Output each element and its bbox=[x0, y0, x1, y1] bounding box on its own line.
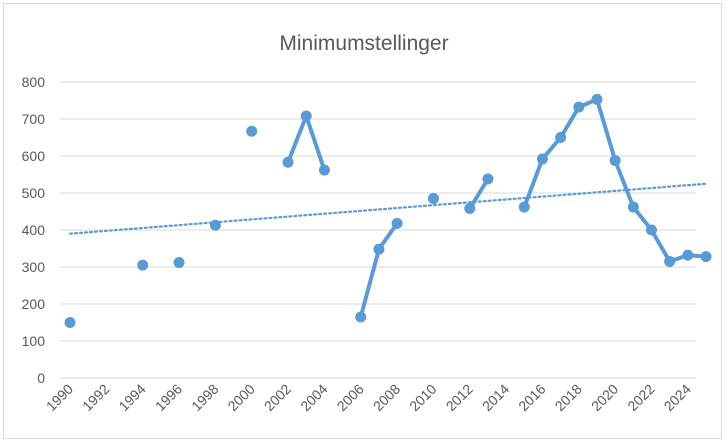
data-point-2010 bbox=[427, 193, 439, 205]
chart-area bbox=[3, 3, 722, 439]
data-point-2025 bbox=[700, 251, 712, 263]
data-point-2024 bbox=[682, 249, 694, 261]
trendline bbox=[68, 182, 708, 235]
x-axis-ticks: 1990 1992 1994 1996 1998 2000 2002 2004 2006 2008… bbox=[43, 381, 694, 414]
gridlines bbox=[60, 81, 696, 379]
x-tick-label: 2012 bbox=[443, 381, 476, 414]
y-tick-label: 600 bbox=[22, 148, 46, 164]
data-point-2022 bbox=[645, 224, 657, 236]
x-tick-label: 1992 bbox=[79, 381, 112, 414]
line-segment bbox=[358, 247, 381, 319]
x-tick-label: 2024 bbox=[661, 381, 694, 414]
x-tick-label: 2004 bbox=[297, 381, 330, 414]
data-point-2017 bbox=[555, 132, 567, 143]
data-point-2021 bbox=[627, 201, 639, 213]
x-tick-label: 2014 bbox=[479, 381, 512, 414]
data-point-2020 bbox=[609, 154, 621, 166]
line-segment bbox=[613, 158, 636, 210]
data-point-2018 bbox=[573, 101, 585, 113]
data-point-2015 bbox=[518, 201, 530, 213]
data-point-2007 bbox=[373, 243, 385, 255]
y-tick-label: 200 bbox=[22, 296, 46, 312]
x-tick-label: 2020 bbox=[588, 381, 621, 414]
data-point-1996 bbox=[173, 257, 185, 269]
x-tick-label: 2006 bbox=[334, 381, 367, 414]
data-point-1990 bbox=[64, 317, 76, 328]
line-segment bbox=[594, 97, 618, 163]
line-segment bbox=[286, 114, 309, 165]
x-tick-label: 1998 bbox=[188, 381, 221, 414]
x-tick-label: 1996 bbox=[152, 381, 185, 414]
x-tick-label: 1994 bbox=[115, 381, 148, 414]
line-segment bbox=[649, 228, 672, 264]
chart-title: Minimumstellinger bbox=[279, 32, 448, 55]
data-point-2008 bbox=[391, 217, 403, 229]
y-tick-label: 700 bbox=[22, 111, 46, 127]
data-point-1998 bbox=[209, 219, 221, 231]
x-tick-label: 2000 bbox=[224, 381, 257, 414]
y-tick-label: 400 bbox=[22, 222, 46, 238]
line-segment bbox=[522, 156, 545, 210]
data-point-2002 bbox=[282, 156, 294, 168]
x-tick-label: 2010 bbox=[406, 381, 439, 414]
y-tick-label: 100 bbox=[22, 333, 46, 349]
data-point-2000 bbox=[246, 125, 258, 137]
x-tick-label: 2002 bbox=[261, 381, 294, 414]
data-point-2023 bbox=[664, 255, 676, 267]
y-tick-label: 300 bbox=[22, 259, 46, 275]
y-tick-label: 500 bbox=[22, 185, 46, 201]
x-tick-label: 2016 bbox=[515, 381, 548, 414]
data-points bbox=[64, 93, 712, 328]
data-point-2012 bbox=[464, 203, 476, 215]
y-tick-label: 0 bbox=[37, 370, 45, 386]
x-tick-label: 2022 bbox=[624, 381, 657, 414]
data-point-2013 bbox=[482, 173, 494, 185]
x-tick-label: 2008 bbox=[370, 381, 403, 414]
x-tick-label: 2018 bbox=[552, 381, 585, 414]
y-tick-label: 800 bbox=[22, 74, 46, 90]
data-point-2003 bbox=[300, 110, 312, 122]
series-line bbox=[286, 97, 708, 319]
data-point-2016 bbox=[536, 153, 548, 165]
data-point-2019 bbox=[591, 93, 603, 105]
y-axis-ticks: 0 100 200 300 400 500 600 700 800 bbox=[22, 74, 46, 386]
line-segment bbox=[467, 176, 490, 211]
line-segment bbox=[558, 105, 581, 140]
data-point-2004 bbox=[318, 164, 330, 176]
line-segment bbox=[304, 114, 327, 173]
data-point-2006 bbox=[355, 311, 367, 323]
trendline-linear bbox=[68, 182, 708, 235]
data-point-1994 bbox=[137, 259, 149, 271]
x-tick-label: 1990 bbox=[43, 381, 76, 414]
